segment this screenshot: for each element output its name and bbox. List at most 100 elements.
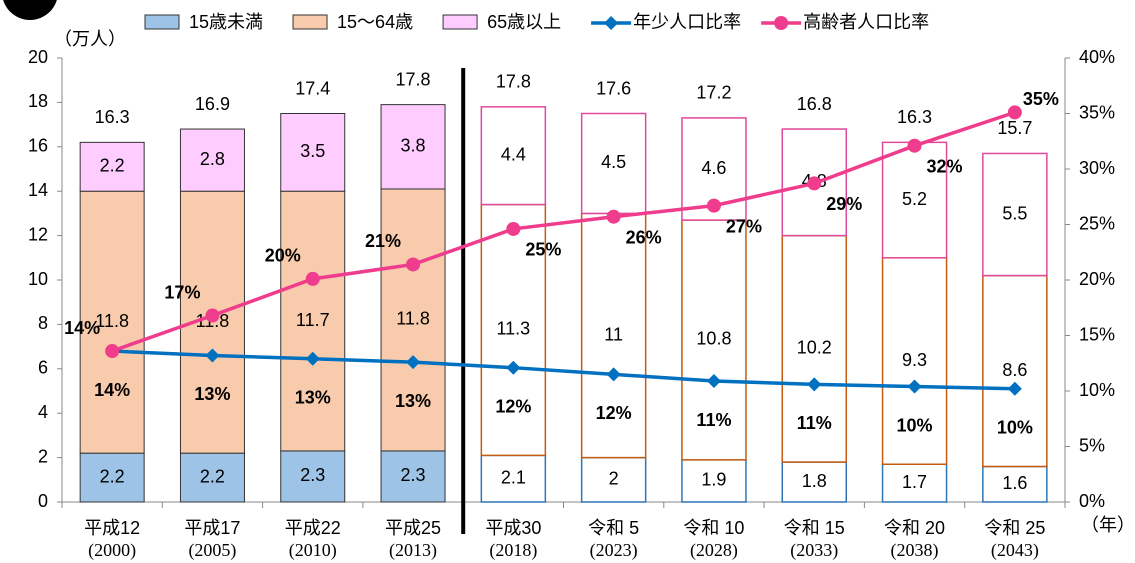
- line-value-label: 13%: [194, 384, 230, 404]
- bar-value-label: 10.8: [696, 329, 731, 349]
- line-series: [111, 110, 1016, 353]
- total-label: 15.7: [997, 118, 1032, 138]
- bar-segment: [380, 450, 446, 503]
- total-label: 16.3: [897, 107, 932, 127]
- x-tick-year: (2013): [389, 540, 437, 561]
- legend-marker: [774, 16, 789, 30]
- line-marker: [907, 138, 922, 153]
- line-value-label: 25%: [525, 240, 561, 260]
- bar-segment: [280, 113, 346, 192]
- bar-segment: [280, 450, 346, 503]
- y-tick-label: 14: [28, 180, 48, 200]
- legend-label: 65歳以上: [487, 12, 561, 32]
- x-tick-year: (2023): [590, 540, 638, 561]
- total-label: 17.8: [396, 69, 431, 89]
- x-tick-year: (2018): [489, 540, 537, 561]
- y-tick-label: 12: [28, 224, 48, 244]
- bar-value-label: 1.8: [802, 471, 827, 491]
- line-marker: [506, 221, 521, 236]
- bar-segment: [781, 461, 847, 503]
- bar-segment: [881, 141, 948, 259]
- legend-label: 年少人口比率: [633, 12, 741, 32]
- bar-value-label: 5.5: [1002, 203, 1027, 223]
- y-tick-label: 0: [38, 491, 48, 511]
- bar-segment: [179, 128, 245, 192]
- corner-badge: [3, 0, 57, 20]
- legend-swatch: [442, 14, 478, 30]
- legend-label: 15歳未満: [189, 12, 263, 32]
- line-marker: [807, 176, 822, 191]
- bar-segment: [280, 190, 346, 452]
- x-tick-label: 平成17: [184, 518, 240, 538]
- line-marker: [406, 355, 421, 370]
- x-tick-year: (2010): [289, 540, 337, 561]
- y-tick-label: 8: [38, 313, 48, 333]
- x-tick-label: 平成30: [485, 518, 541, 538]
- line-value-label: 17%: [164, 282, 200, 302]
- line-marker: [606, 209, 621, 224]
- bar-segment: [79, 190, 145, 454]
- y-tick-label: 16: [28, 136, 48, 156]
- total-label: 17.8: [496, 72, 531, 92]
- line-marker: [1007, 381, 1022, 396]
- bar-value-label: 2.2: [100, 466, 125, 486]
- x-tick-year: (2028): [690, 540, 738, 561]
- y2-tick-label: 35%: [1079, 102, 1115, 122]
- bar-segment: [580, 112, 647, 215]
- total-label: 17.4: [295, 78, 330, 98]
- bar-value-label: 11: [604, 324, 623, 344]
- bar-value-label: 2: [609, 469, 619, 489]
- bar-segment: [982, 274, 1048, 468]
- bar-value-label: 2.8: [200, 149, 225, 169]
- bar-value-label: 2.1: [501, 467, 526, 487]
- bar-value-label: 1.6: [1002, 473, 1027, 493]
- bar-segment: [982, 152, 1048, 277]
- y2-tick-label: 10%: [1079, 380, 1115, 400]
- y-unit-label: （万人）: [54, 29, 126, 49]
- line-marker: [506, 360, 521, 375]
- bar-value-label: 11.8: [396, 309, 430, 329]
- bar-segment: [480, 106, 547, 206]
- bar-segment: [79, 141, 145, 192]
- line-value-label: 13%: [295, 388, 331, 408]
- bar-value-label: 4.5: [601, 152, 626, 172]
- x-tick-year: (2043): [991, 540, 1039, 561]
- line-value-label: 20%: [265, 246, 301, 266]
- line-value-label: 13%: [395, 391, 431, 411]
- x-tick-label: 令和 5: [588, 518, 639, 538]
- line-marker: [105, 344, 120, 359]
- line-value-label: 10%: [997, 418, 1033, 438]
- line-value-label: 14%: [64, 318, 100, 338]
- line-value-label: 10%: [897, 415, 933, 435]
- line-value-label: 35%: [1023, 89, 1059, 109]
- line-value-label: 14%: [94, 380, 130, 400]
- legend-marker: [604, 16, 619, 30]
- x-tick-year: (2033): [790, 540, 838, 561]
- bar-value-label: 2.2: [100, 156, 125, 176]
- x-tick-year: (2038): [891, 540, 939, 561]
- y2-tick-label: 5%: [1079, 435, 1105, 455]
- x-tick-year: (2005): [188, 540, 236, 561]
- x-tick-label: 平成12: [84, 518, 140, 538]
- bar-segment: [380, 104, 446, 190]
- total-label: 16.3: [95, 107, 130, 127]
- y2-tick-label: 15%: [1079, 324, 1115, 344]
- bar-value-label: 1.7: [902, 472, 927, 492]
- bar-value-label: 4.4: [501, 144, 526, 164]
- y2-tick-label: 0%: [1079, 491, 1105, 511]
- total-label: 17.2: [696, 83, 731, 103]
- x-tick-year: (2000): [88, 540, 136, 561]
- line-value-label: 11%: [696, 410, 731, 430]
- line-value-label: 32%: [927, 156, 963, 176]
- line-marker: [406, 257, 421, 272]
- bar-segment: [380, 188, 446, 452]
- line-marker: [807, 377, 822, 392]
- total-label: 17.6: [596, 78, 631, 98]
- y2-tick-label: 40%: [1079, 47, 1115, 67]
- bar-value-label: 11.7: [296, 310, 330, 330]
- bar-value-label: 3.8: [401, 136, 426, 156]
- x-tick-label: 平成25: [385, 518, 441, 538]
- line-marker: [1007, 105, 1022, 120]
- total-label: 16.9: [195, 94, 230, 114]
- legend-label: 15～64歳: [337, 12, 413, 32]
